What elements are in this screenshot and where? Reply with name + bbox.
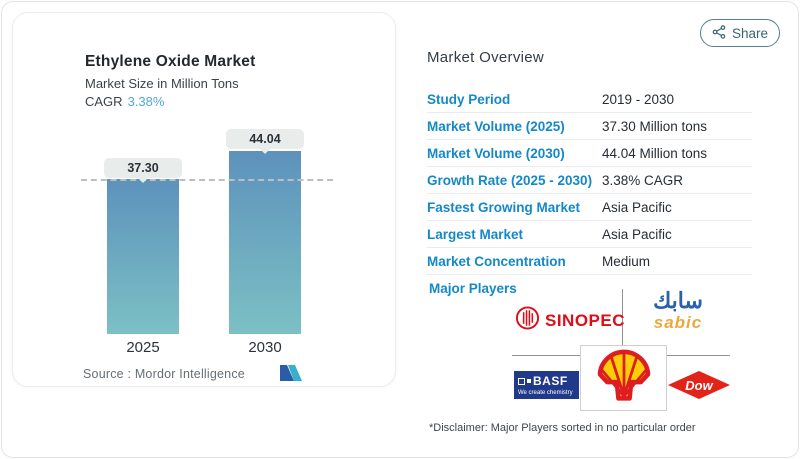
chart-cagr: CAGR 3.38% bbox=[85, 94, 164, 109]
cagr-value: 3.38% bbox=[127, 94, 165, 109]
basf-wordmark: BASF bbox=[533, 374, 568, 388]
sabic-arabic-wordmark: سابك bbox=[653, 288, 703, 313]
logo-grid-vertical-divider bbox=[622, 289, 623, 355]
chart-card: Ethylene Oxide Market Market Size in Mil… bbox=[12, 12, 396, 387]
bar-2025 bbox=[107, 179, 179, 334]
row-value: 37.30 Million tons bbox=[602, 118, 708, 134]
shell-logo bbox=[580, 345, 667, 411]
dow-logo: Dow bbox=[667, 370, 731, 405]
basf-square-outline-icon bbox=[518, 377, 525, 385]
table-row: Fastest Growing Market Asia Pacific bbox=[427, 194, 752, 221]
share-icon bbox=[712, 24, 726, 42]
row-label: Market Concentration bbox=[427, 253, 566, 269]
mordor-intelligence-logo-icon bbox=[279, 364, 303, 387]
row-value: 3.38% CAGR bbox=[602, 172, 684, 188]
sinopec-logo: SINOPEC bbox=[515, 305, 625, 336]
basf-tagline: We create chemistry bbox=[518, 390, 573, 396]
row-value: Asia Pacific bbox=[602, 199, 672, 215]
table-row: Largest Market Asia Pacific bbox=[427, 221, 752, 248]
overview-title: Market Overview bbox=[427, 49, 545, 66]
row-label: Study Period bbox=[427, 91, 511, 107]
sinopec-emblem-icon bbox=[515, 305, 540, 336]
table-row: Growth Rate (2025 - 2030) 3.38% CAGR bbox=[427, 167, 752, 194]
row-label: Market Volume (2030) bbox=[427, 145, 565, 161]
chart-subtitle: Market Size in Million Tons bbox=[85, 76, 239, 91]
basf-square-solid-icon bbox=[527, 379, 531, 383]
value-label-2025: 37.30 bbox=[104, 158, 182, 183]
dow-wordmark: Dow bbox=[685, 378, 713, 393]
cagr-label: CAGR bbox=[85, 94, 123, 109]
axis-label-2030: 2030 bbox=[248, 339, 282, 356]
table-row: Market Volume (2025) 37.30 Million tons bbox=[427, 113, 752, 140]
share-button[interactable]: Share bbox=[700, 19, 780, 47]
bar-2030 bbox=[229, 151, 301, 334]
overview-table: Study Period 2019 - 2030 Market Volume (… bbox=[427, 86, 752, 275]
sinopec-wordmark: SINOPEC bbox=[545, 310, 626, 330]
row-label: Largest Market bbox=[427, 226, 524, 242]
row-value: Medium bbox=[602, 253, 651, 269]
reference-dashed-line bbox=[81, 179, 333, 181]
value-label-2030: 44.04 bbox=[226, 129, 304, 154]
row-label: Growth Rate (2025 - 2030) bbox=[427, 172, 593, 188]
source-attribution: Source : Mordor Intelligence bbox=[83, 367, 245, 381]
shell-pecten-icon bbox=[596, 348, 652, 409]
row-value: Asia Pacific bbox=[602, 226, 672, 242]
disclaimer-text: *Disclaimer: Major Players sorted in no … bbox=[429, 422, 696, 434]
sabic-logo: سابك sabic bbox=[630, 288, 726, 332]
row-label: Market Volume (2025) bbox=[427, 118, 565, 134]
row-value: 44.04 Million tons bbox=[602, 145, 708, 161]
basf-logo: BASF We create chemistry bbox=[514, 371, 579, 399]
table-row: Study Period 2019 - 2030 bbox=[427, 86, 752, 113]
axis-label-2025: 2025 bbox=[126, 339, 160, 356]
table-row: Market Volume (2030) 44.04 Million tons bbox=[427, 140, 752, 167]
row-value: 2019 - 2030 bbox=[602, 91, 675, 107]
table-row: Market Concentration Medium bbox=[427, 248, 752, 275]
major-players-label: Major Players bbox=[429, 281, 517, 296]
row-label: Fastest Growing Market bbox=[427, 199, 581, 215]
chart-title: Ethylene Oxide Market bbox=[85, 53, 256, 70]
sabic-wordmark: sabic bbox=[653, 313, 703, 332]
share-button-label: Share bbox=[731, 25, 769, 41]
